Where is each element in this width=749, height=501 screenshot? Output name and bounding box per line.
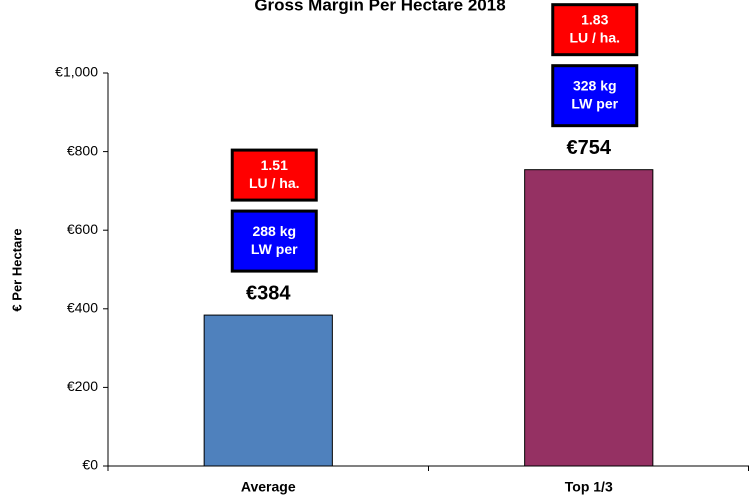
annotation-text: LU / ha.	[249, 175, 300, 191]
y-tick-label: €800	[67, 142, 98, 158]
annotation-box	[551, 64, 639, 128]
annotation-text: LW per	[571, 95, 618, 111]
y-tick-label: €1,000	[55, 64, 98, 80]
x-tick-label: Top 1/3	[565, 479, 613, 495]
chart-title: Gross Margin Per Hectare 2018	[254, 0, 505, 14]
data-label: €384	[246, 282, 291, 304]
annotation-text: LW per	[251, 241, 298, 257]
bar	[524, 169, 654, 467]
x-tick-label: Average	[241, 479, 296, 495]
y-axis-label: € Per Hectare	[9, 228, 24, 311]
annotation-text: 328 kg	[573, 77, 617, 93]
annotation-text: LU / ha.	[569, 29, 620, 45]
bar	[203, 314, 333, 467]
annotation-text: 288 kg	[252, 223, 296, 239]
annotation-box	[551, 3, 639, 57]
y-tick-label: €200	[67, 378, 98, 394]
annotation-text: 1.83	[581, 11, 608, 27]
annotation-text: 1.51	[261, 157, 288, 173]
y-tick-label: €400	[67, 300, 98, 316]
y-tick-label: €0	[82, 457, 98, 473]
annotation-box	[230, 148, 318, 202]
data-label: €754	[567, 137, 612, 159]
y-tick-label: €600	[67, 221, 98, 237]
annotation-box	[230, 209, 318, 273]
